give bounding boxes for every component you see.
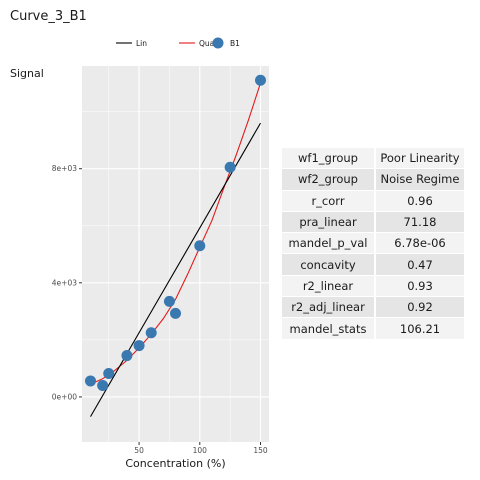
stats-value: 0.47 xyxy=(375,254,464,275)
data-point xyxy=(85,375,96,386)
stats-value: 0.92 xyxy=(375,297,464,318)
data-point xyxy=(134,340,145,351)
stats-key: wf2_group xyxy=(282,169,375,190)
stats-key: wf1_group xyxy=(282,148,375,169)
y-tick-label: 0e+00 xyxy=(52,392,77,401)
stats-row: wf2_group Noise Regime xyxy=(282,169,464,190)
legend-key-b1 xyxy=(213,38,224,49)
stats-row: r_corr 0.96 xyxy=(282,190,464,211)
data-point xyxy=(103,368,114,379)
stats-table: wf1_group Poor Linearity wf2_group Noise Re… xyxy=(282,148,464,340)
stats-row: r2_linear 0.93 xyxy=(282,275,464,296)
data-point xyxy=(164,296,175,307)
data-point xyxy=(146,327,157,338)
x-tick-label: 150 xyxy=(253,446,268,455)
data-point xyxy=(121,350,132,361)
stats-key: pra_linear xyxy=(282,211,375,232)
y-axis-label: Signal xyxy=(10,67,44,80)
stats-row: wf1_group Poor Linearity xyxy=(282,148,464,169)
legend-label-b1: B1 xyxy=(230,39,240,48)
stats-row: mandel_stats 106.21 xyxy=(282,318,464,339)
plot-panel xyxy=(82,66,269,442)
y-tick-label: 8e+03 xyxy=(52,164,77,173)
stats-key: r2_linear xyxy=(282,275,375,296)
stats-row: r2_adj_linear 0.92 xyxy=(282,297,464,318)
stats-key: mandel_p_val xyxy=(282,233,375,254)
stats-value: Noise Regime xyxy=(375,169,464,190)
x-axis-label: Concentration (%) xyxy=(125,457,225,470)
data-point xyxy=(194,240,205,251)
stats-value: 71.18 xyxy=(375,211,464,232)
stats-row: pra_linear 71.18 xyxy=(282,211,464,232)
legend-label-lin: Lin xyxy=(136,39,147,48)
x-tick-label: 50 xyxy=(134,446,144,455)
stats-key: mandel_stats xyxy=(282,318,375,339)
stats-row: mandel_p_val 6.78e-06 xyxy=(282,233,464,254)
stats-row: concavity 0.47 xyxy=(282,254,464,275)
data-point xyxy=(170,308,181,319)
stats-value: 0.96 xyxy=(375,190,464,211)
x-tick-label: 100 xyxy=(193,446,208,455)
y-tick-label: 4e+03 xyxy=(52,278,77,287)
data-point xyxy=(255,75,266,86)
stats-key: r_corr xyxy=(282,190,375,211)
data-point xyxy=(97,380,108,391)
data-point xyxy=(225,162,236,173)
stats-value: 0.93 xyxy=(375,275,464,296)
stats-value: 106.21 xyxy=(375,318,464,339)
stats-key: r2_adj_linear xyxy=(282,297,375,318)
legend: Lin Quad B1 xyxy=(116,38,240,49)
stats-value: 6.78e-06 xyxy=(375,233,464,254)
stats-value: Poor Linearity xyxy=(375,148,464,169)
stats-key: concavity xyxy=(282,254,375,275)
